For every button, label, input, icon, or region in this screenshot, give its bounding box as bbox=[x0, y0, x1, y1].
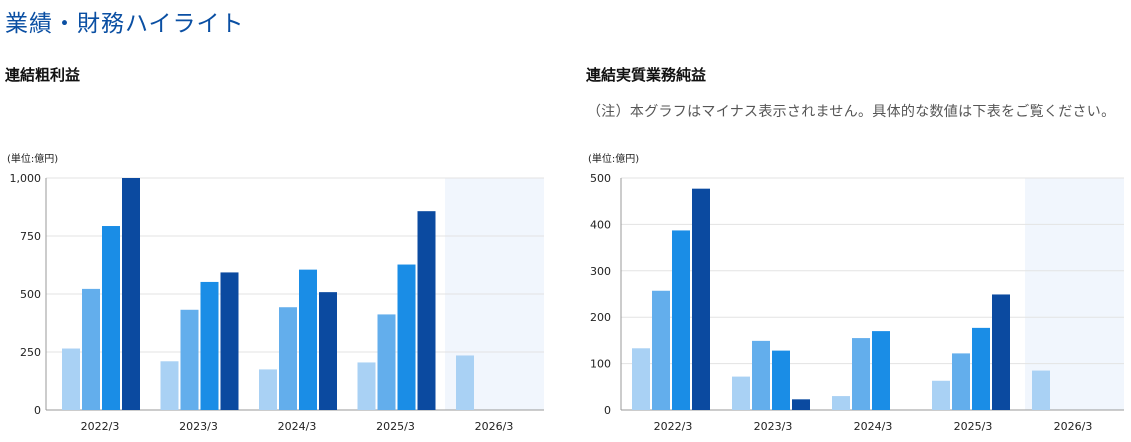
gross-profit-x-tick-label: 2024/3 bbox=[278, 420, 317, 433]
net-business-profit-x-tick-label: 2026/3 bbox=[1054, 420, 1093, 433]
chart-note: （注）本グラフはマイナス表示されません。具体的な数値は下表をご覧ください。 bbox=[587, 104, 1116, 120]
gross-profit-bar bbox=[102, 226, 120, 410]
net-business-profit-x-tick-label: 2025/3 bbox=[954, 420, 993, 433]
net-business-profit-bar bbox=[672, 230, 690, 410]
net-business-profit-y-tick-label: 400 bbox=[590, 218, 611, 231]
net-business-profit-bar bbox=[852, 338, 870, 410]
gross-profit-bar bbox=[319, 292, 337, 410]
gross-profit-bar bbox=[299, 269, 317, 410]
gross-profit-bar bbox=[377, 314, 396, 410]
net-business-profit-x-tick-label: 2022/3 bbox=[654, 420, 693, 433]
gross-profit-bar bbox=[357, 362, 376, 410]
gross-profit-y-tick-label: 500 bbox=[20, 288, 41, 301]
net-business-profit-y-tick-label: 100 bbox=[590, 358, 611, 371]
gross-profit-bar bbox=[220, 272, 239, 410]
net-business-profit-bar bbox=[832, 396, 850, 410]
gross-profit-bar bbox=[259, 369, 277, 410]
net-business-profit-x-tick-label: 2024/3 bbox=[854, 420, 893, 433]
net-business-profit-bar bbox=[972, 327, 990, 410]
net-business-profit-bar bbox=[732, 376, 750, 410]
net-business-profit-bar bbox=[652, 290, 670, 410]
gross-profit-bar bbox=[122, 178, 140, 410]
gross-profit-y-tick-label: 0 bbox=[34, 404, 41, 417]
net-business-profit-bar bbox=[752, 340, 770, 410]
net-business-profit-bar bbox=[692, 188, 710, 410]
net-business-profit-y-tick-label: 0 bbox=[604, 404, 611, 417]
gross-profit-y-tick-label: 250 bbox=[20, 346, 41, 359]
gross-profit-y-tick-label: 1,000 bbox=[10, 172, 42, 185]
gross-profit-bar bbox=[160, 361, 179, 410]
net-business-profit-chart-title: 連結実質業務純益 bbox=[586, 66, 707, 84]
gross-profit-x-tick-label: 2022/3 bbox=[81, 420, 120, 433]
net-business-profit-x-tick-label: 2023/3 bbox=[754, 420, 793, 433]
gross-profit-x-tick-label: 2026/3 bbox=[475, 420, 514, 433]
gross-profit-x-tick-label: 2023/3 bbox=[179, 420, 218, 433]
gross-profit-bar bbox=[180, 309, 199, 410]
net-business-profit-y-tick-label: 200 bbox=[590, 311, 611, 324]
net-business-profit-bar bbox=[1032, 370, 1050, 410]
net-business-profit-y-tick-label: 300 bbox=[590, 265, 611, 278]
gross-profit-bar bbox=[200, 281, 219, 410]
gross-profit-unit-label: (単位:億円) bbox=[7, 154, 59, 165]
net-business-profit-bar bbox=[792, 399, 810, 410]
net-business-profit-bar bbox=[992, 294, 1010, 410]
gross-profit-x-tick-label: 2025/3 bbox=[376, 420, 415, 433]
gross-profit-bar bbox=[397, 264, 416, 410]
gross-profit-y-tick-label: 750 bbox=[20, 230, 41, 243]
gross-profit-bar bbox=[82, 288, 100, 410]
net-business-profit-unit-label: (単位:億円) bbox=[588, 154, 640, 165]
gross-profit-bar bbox=[279, 307, 297, 410]
net-business-profit-bar bbox=[772, 350, 790, 410]
gross-profit-bar bbox=[456, 355, 474, 410]
net-business-profit-bar bbox=[872, 331, 890, 410]
net-business-profit-bar bbox=[952, 353, 970, 410]
gross-profit-bar bbox=[417, 211, 436, 410]
gross-profit-chart-title: 連結粗利益 bbox=[5, 66, 81, 84]
net-business-profit-y-tick-label: 500 bbox=[590, 172, 611, 185]
net-business-profit-bar bbox=[632, 348, 650, 410]
page-title: 業績・財務ハイライト bbox=[5, 11, 245, 37]
gross-profit-bar bbox=[62, 348, 80, 410]
net-business-profit-bar bbox=[932, 380, 950, 410]
